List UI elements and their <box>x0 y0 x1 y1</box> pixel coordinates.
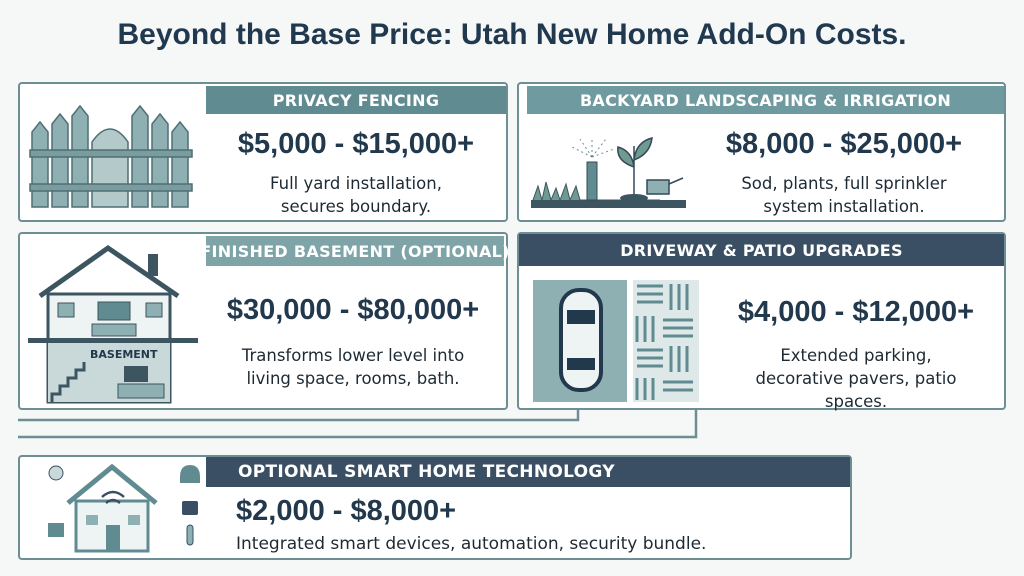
description-line: living space, rooms, bath. <box>246 369 460 388</box>
card-heading: BACKYARD LANDSCAPING & IRRIGATION <box>527 86 1004 114</box>
description-line: secures boundary. <box>280 197 432 216</box>
card-driveway: DRIVEWAY & PATIO UPGRADES $4,000 - $12,0… <box>517 232 1006 413</box>
card-price: $8,000 - $25,000+ <box>725 128 963 160</box>
fence-icon <box>29 104 193 208</box>
description-line: Full yard installation, <box>270 174 442 193</box>
description-line: Sod, plants, full sprinkler <box>741 174 947 193</box>
card-price: $2,000 - $8,000+ <box>236 495 457 527</box>
description-line: Transforms lower level into <box>241 346 465 365</box>
description-line: system installation. <box>763 197 925 216</box>
driveway-icon <box>533 280 699 402</box>
landscape-icon <box>531 137 686 208</box>
description-line: spaces. <box>824 392 888 411</box>
card-heading: PRIVACY FENCING <box>206 86 506 114</box>
card-description: Sod, plants, full sprinkler system instal… <box>689 172 999 218</box>
card-description: Full yard installation, secures boundary. <box>206 172 506 218</box>
card-price: $4,000 - $12,000+ <box>737 296 975 328</box>
description-line: decorative pavers, patio <box>755 369 957 388</box>
illustration-label: BASEMENT <box>90 348 158 361</box>
description-line: Extended parking, <box>780 346 932 365</box>
card-price: $5,000 - $15,000+ <box>237 128 475 160</box>
card-heading: FINISHED BASEMENT (OPTIONAL) <box>200 236 509 266</box>
card-heading: OPTIONAL SMART HOME TECHNOLOGY <box>206 457 850 487</box>
card-description: Integrated smart devices, automation, se… <box>236 533 706 556</box>
basement-icon: BASEMENT <box>28 244 198 404</box>
card-landscaping: BACKYARD LANDSCAPING & IRRIGATION $8,000… <box>517 82 1006 222</box>
description-line: Integrated smart devices, automation, se… <box>236 534 707 554</box>
card-description: Transforms lower level into living space,… <box>200 344 506 390</box>
card-fencing: PRIVACY FENCING $5,000 - $15,000+ Full y… <box>18 82 508 222</box>
title: Beyond the Base Price: Utah New Home Add… <box>117 18 907 51</box>
card-description: Extended parking, decorative pavers, pati… <box>709 344 1003 413</box>
card-price: $30,000 - $80,000+ <box>226 294 480 326</box>
smart-home-icon <box>48 463 200 553</box>
card-heading: DRIVEWAY & PATIO UPGRADES <box>519 234 1004 266</box>
card-smart-home: OPTIONAL SMART HOME TECHNOLOGY $2,000 - … <box>18 455 852 560</box>
card-basement: FINISHED BASEMENT (OPTIONAL) $30,000 - $… <box>18 232 509 410</box>
